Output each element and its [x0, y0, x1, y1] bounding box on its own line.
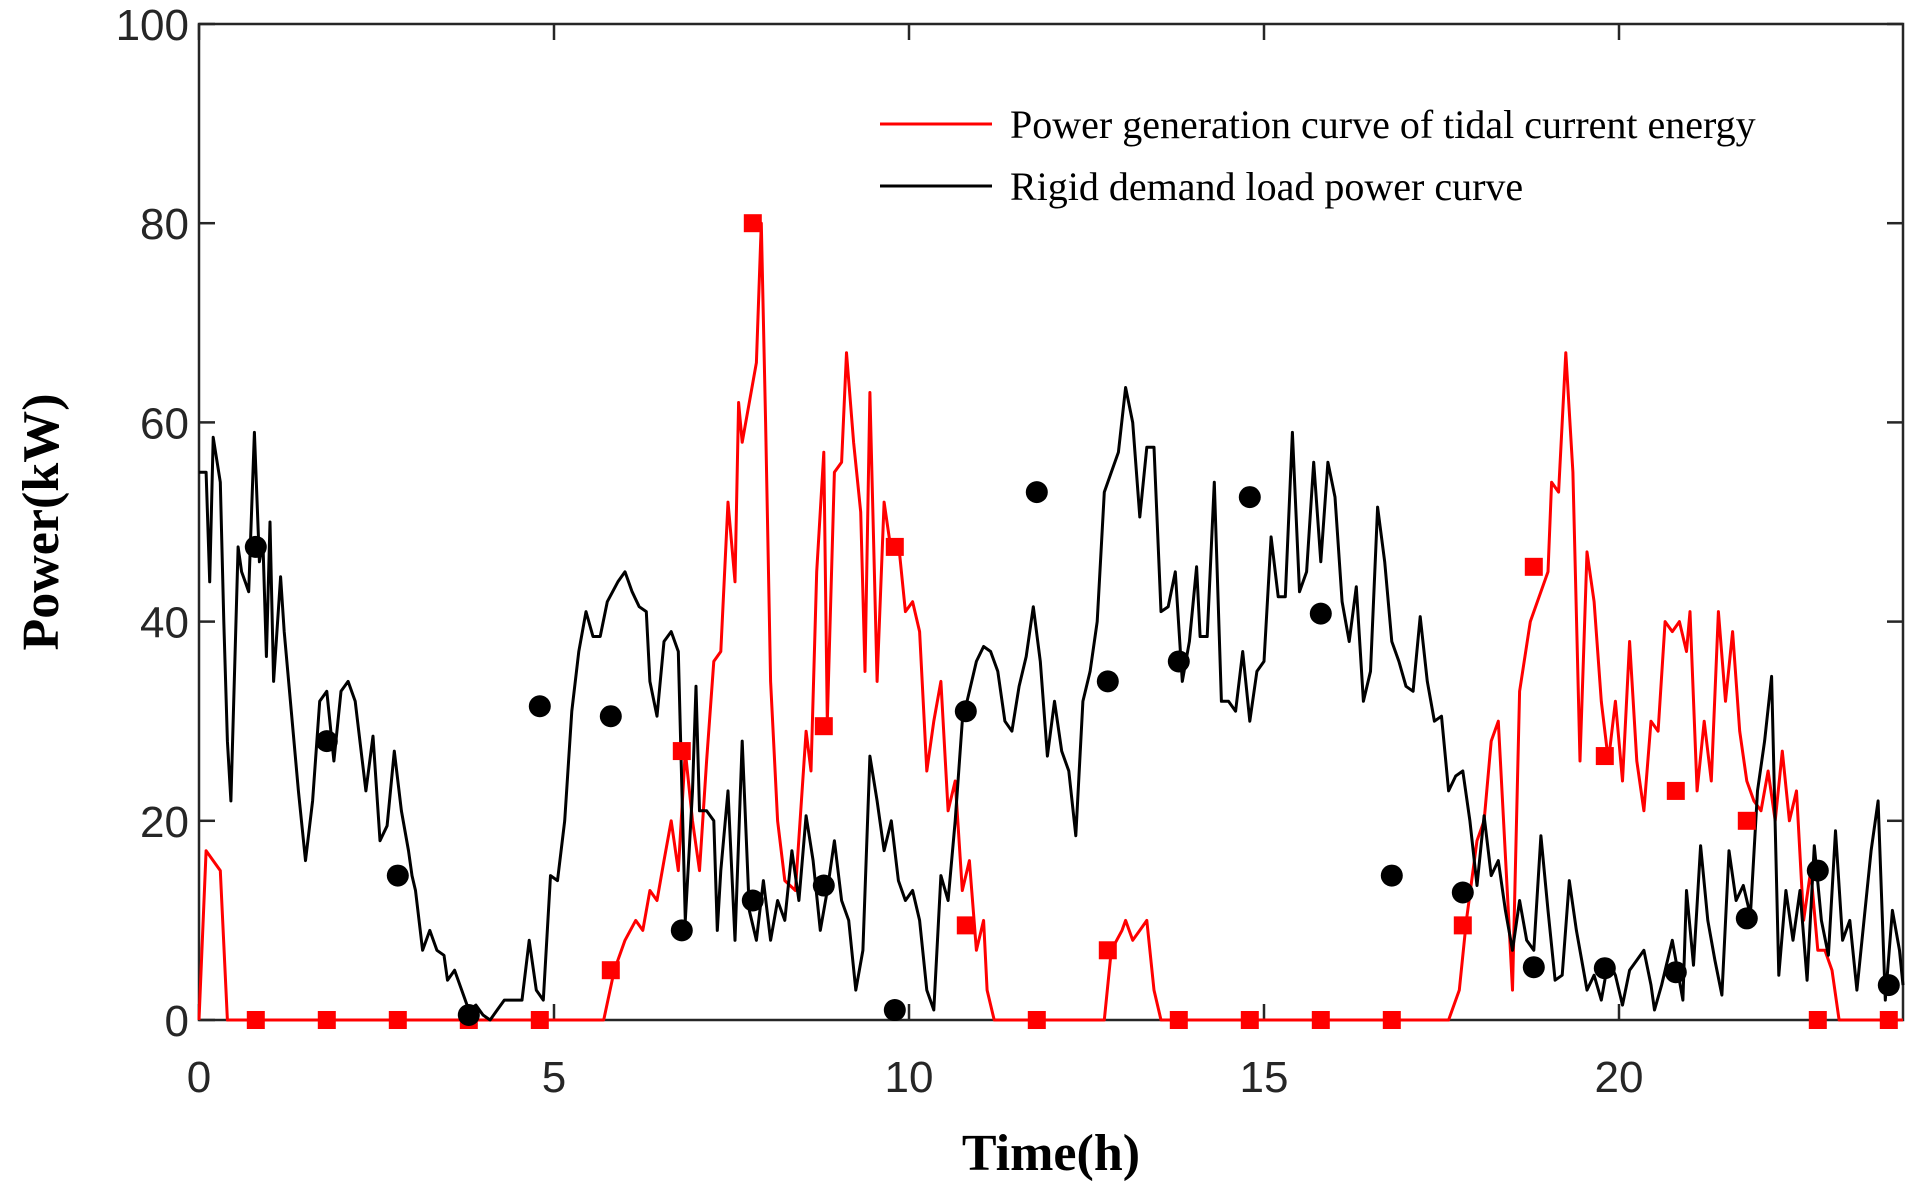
y-tick-label: 0 [165, 997, 189, 1046]
data-marker-tidal-power [885, 537, 904, 556]
data-marker-tidal-power [1737, 811, 1756, 830]
x-axis-title: Time(h) [962, 1125, 1140, 1182]
data-marker-tidal-power [1382, 1011, 1401, 1029]
data-marker-tidal-power [601, 961, 620, 980]
data-marker-tidal-power [1808, 1011, 1827, 1029]
y-tick-label: 20 [140, 798, 189, 847]
data-marker-tidal-power [1879, 1011, 1898, 1029]
data-marker-load-power [599, 705, 622, 728]
data-marker-load-power [1096, 670, 1119, 693]
data-marker-load-power [954, 700, 977, 723]
data-marker-tidal-power [1027, 1011, 1046, 1029]
data-marker-load-power [1238, 486, 1261, 509]
data-marker-tidal-power [672, 742, 691, 761]
y-tick-label: 40 [140, 599, 189, 648]
data-marker-tidal-power [1240, 1011, 1259, 1029]
legend: Power generation curve of tidal current … [880, 102, 1756, 209]
data-marker-tidal-power [1595, 747, 1614, 766]
data-marker-load-power [1309, 602, 1332, 625]
data-marker-load-power [1806, 859, 1829, 882]
data-marker-tidal-power [317, 1011, 336, 1029]
tick-labels: 0 5 10 15 20 0 20 40 60 80 100 [116, 1, 1644, 1102]
x-tick-label: 15 [1240, 1053, 1289, 1102]
data-marker-tidal-power [530, 1011, 549, 1029]
data-marker-load-power [883, 999, 906, 1022]
x-tick-label: 0 [187, 1053, 211, 1102]
y-tick-label: 80 [140, 200, 189, 249]
legend-label-tidal-power: Power generation curve of tidal current … [1010, 102, 1756, 147]
data-marker-tidal-power [1311, 1011, 1330, 1029]
data-marker-load-power [1664, 961, 1687, 984]
data-marker-load-power [1735, 907, 1758, 930]
x-tick-label: 20 [1595, 1053, 1644, 1102]
y-tick-label: 100 [116, 1, 189, 50]
data-marker-tidal-power [1453, 916, 1472, 935]
data-marker-tidal-power [388, 1011, 407, 1029]
data-marker-tidal-power [1666, 781, 1685, 800]
data-marker-tidal-power [814, 717, 833, 736]
data-marker-tidal-power [1169, 1011, 1188, 1029]
data-marker-load-power [812, 874, 835, 897]
x-tick-label: 10 [885, 1053, 934, 1102]
data-marker-load-power [1877, 974, 1900, 997]
data-marker-load-power [386, 864, 409, 887]
data-marker-tidal-power [1098, 941, 1117, 960]
data-marker-load-power [315, 730, 338, 753]
data-marker-load-power [670, 919, 693, 942]
data-marker-load-power [244, 535, 267, 558]
legend-label-load-power: Rigid demand load power curve [1010, 164, 1523, 209]
y-tick-label: 60 [140, 399, 189, 448]
series-line-tidal-power [197, 221, 1903, 1022]
x-tick-label: 5 [542, 1053, 566, 1102]
data-marker-load-power [1380, 864, 1403, 887]
data-marker-tidal-power [1524, 557, 1543, 576]
plot-area-frame [197, 22, 1905, 1022]
data-marker-load-power [741, 889, 764, 912]
data-marker-load-power [1593, 957, 1616, 980]
data-marker-load-power [1025, 481, 1048, 504]
data-marker-tidal-power [956, 916, 975, 935]
data-marker-tidal-power [246, 1011, 265, 1029]
data-marker-load-power [1451, 881, 1474, 904]
data-marker-load-power [1167, 650, 1190, 673]
data-marker-load-power [1522, 956, 1545, 979]
series-markers [244, 214, 1900, 1029]
data-marker-tidal-power [743, 214, 762, 233]
data-marker-load-power [528, 695, 551, 718]
data-marker-load-power [457, 1004, 480, 1027]
y-axis-title: Power(kW) [13, 393, 70, 650]
